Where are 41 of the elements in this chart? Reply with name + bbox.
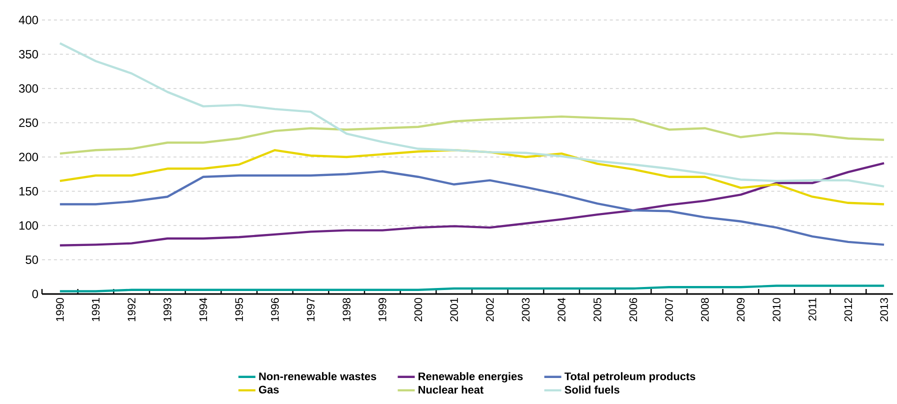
x-tick-label: 2013 xyxy=(880,298,888,322)
x-tick-label: 2003 xyxy=(522,298,530,322)
x-tick-label: 1997 xyxy=(306,298,315,322)
line-series xyxy=(58,42,886,188)
legend-label: Nuclear heat xyxy=(418,386,484,394)
x-tick-label: 1993 xyxy=(164,298,172,322)
y-tick-label: 350 xyxy=(18,50,38,58)
x-tick-label: 2010 xyxy=(772,298,780,322)
x-tick-label: 1994 xyxy=(199,298,208,322)
x-tick-label: 2002 xyxy=(486,298,494,322)
x-tick-label: 2008 xyxy=(701,298,709,322)
y-tick-label: 300 xyxy=(18,84,38,93)
y-tick-label: 50 xyxy=(26,256,38,264)
x-tick-label: 1992 xyxy=(128,298,136,322)
x-tick-label: 2005 xyxy=(594,298,602,322)
x-tick-label: 1998 xyxy=(342,298,350,322)
x-tick-label: 2012 xyxy=(844,298,852,322)
x-tick-label: 1996 xyxy=(271,298,279,322)
y-tick-label: 0 xyxy=(32,290,38,298)
x-tick-label: 1991 xyxy=(92,298,100,322)
x-tick-label: 2001 xyxy=(450,298,458,322)
y-tick-label: 100 xyxy=(19,221,38,230)
y-tick-label: 150 xyxy=(19,187,38,196)
legend-label: Solid fuels xyxy=(564,386,620,394)
legend-label: Non-renewable wastes xyxy=(259,372,376,380)
x-tick-label: 1990 xyxy=(56,298,64,322)
y-tick-label: 200 xyxy=(19,152,38,162)
legend-label: Total petroleum products xyxy=(564,372,696,382)
x-tick-label: 2000 xyxy=(414,298,422,322)
y-tick-label: 250 xyxy=(19,118,38,127)
x-tick-label: 2009 xyxy=(736,298,745,322)
line-series xyxy=(58,149,886,206)
x-tick-label: 2007 xyxy=(665,298,673,322)
x-tick-label: 2011 xyxy=(808,298,816,321)
x-tick-label: 2006 xyxy=(629,298,638,322)
x-tick-label: 1995 xyxy=(235,298,243,322)
x-tick-label: 2004 xyxy=(558,298,566,322)
y-tick-label: 400 xyxy=(18,16,38,24)
x-tick-label: 1999 xyxy=(378,298,386,322)
legend-label: Renewable energies xyxy=(418,372,523,382)
legend-label: Gas xyxy=(258,386,279,394)
